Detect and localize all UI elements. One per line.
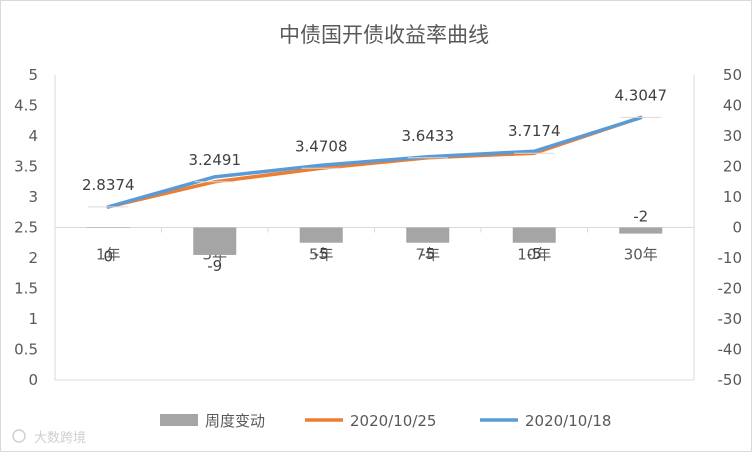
x-category-label: 10年 <box>517 246 551 264</box>
y-left-tick-label: 0 <box>28 371 38 389</box>
bar-data-label: -5 <box>420 245 435 263</box>
watermark-text: 大数跨境 <box>34 431 86 446</box>
bar-weekly-change <box>193 227 237 255</box>
y-left-tick-label: 1 <box>28 310 38 328</box>
y-left-tick-label: 3.5 <box>14 158 38 176</box>
y-right-tick-label: -10 <box>718 249 743 267</box>
y-right-tick-label: 0 <box>732 219 742 237</box>
bars-layer <box>86 227 663 255</box>
legend-swatch-bar <box>160 414 198 426</box>
bar-weekly-change <box>512 227 556 243</box>
legend-label: 2020/10/18 <box>525 412 611 430</box>
y-right-tick-label: 50 <box>723 66 742 84</box>
x-category-label: 5年 <box>309 246 334 264</box>
bar-data-label: 0 <box>103 248 113 266</box>
legend-label: 周度变动 <box>205 412 265 430</box>
y-right-tick-label: -40 <box>718 341 743 359</box>
y-right-tick-label: 30 <box>723 127 742 145</box>
y-right-tick-label: 20 <box>723 158 742 176</box>
bar-data-label: -5 <box>314 245 329 263</box>
y-left-tick-label: 2 <box>28 249 38 267</box>
y-right-tick-label: -30 <box>718 310 743 328</box>
line-data-label: 3.4708 <box>295 137 348 155</box>
bar-data-label: -5 <box>527 245 542 263</box>
x-category-label: 1年 <box>96 246 121 264</box>
y-left-tick-label: 0.5 <box>14 341 38 359</box>
line-data-label: 4.3047 <box>615 86 668 104</box>
line-data-label: 2.8374 <box>82 176 135 194</box>
axes-layer: 00.511.522.533.544.55-50-40-30-20-100102… <box>14 66 742 389</box>
bar-data-label: -9 <box>207 257 222 275</box>
line-data-label: 3.7174 <box>508 122 561 140</box>
y-left-tick-label: 5 <box>28 66 38 84</box>
y-right-tick-label: -50 <box>718 371 743 389</box>
y-right-tick-label: -20 <box>718 280 743 298</box>
bar-weekly-change <box>299 227 343 243</box>
bar-weekly-change <box>406 227 450 243</box>
y-left-tick-label: 1.5 <box>14 280 38 298</box>
chart-title: 中债国开债收益率曲线 <box>279 23 489 47</box>
legend-label: 2020/10/25 <box>350 412 436 430</box>
y-left-tick-label: 4.5 <box>14 97 38 115</box>
y-right-tick-label: 40 <box>723 97 742 115</box>
bar-weekly-change <box>619 227 663 234</box>
x-category-label: 30年 <box>624 246 658 264</box>
line-data-label: 3.6433 <box>402 127 455 145</box>
y-left-tick-label: 4 <box>28 127 38 145</box>
labels-layer: 0 -9 -5 -5 -5 -2 2.8374 3.2491 3.4708 3.6433 3.717… <box>82 86 667 275</box>
y-left-tick-label: 2.5 <box>14 219 38 237</box>
y-right-tick-label: 10 <box>723 188 742 206</box>
line-data-label: 3.2491 <box>189 151 242 169</box>
legend: 周度变动 2020/10/25 2020/10/18 <box>160 412 611 430</box>
bar-weekly-change <box>86 227 130 228</box>
bar-data-label: -2 <box>633 208 648 226</box>
watermark-logo <box>12 429 26 443</box>
x-category-label: 7年 <box>415 246 440 264</box>
y-left-tick-label: 3 <box>28 188 38 206</box>
